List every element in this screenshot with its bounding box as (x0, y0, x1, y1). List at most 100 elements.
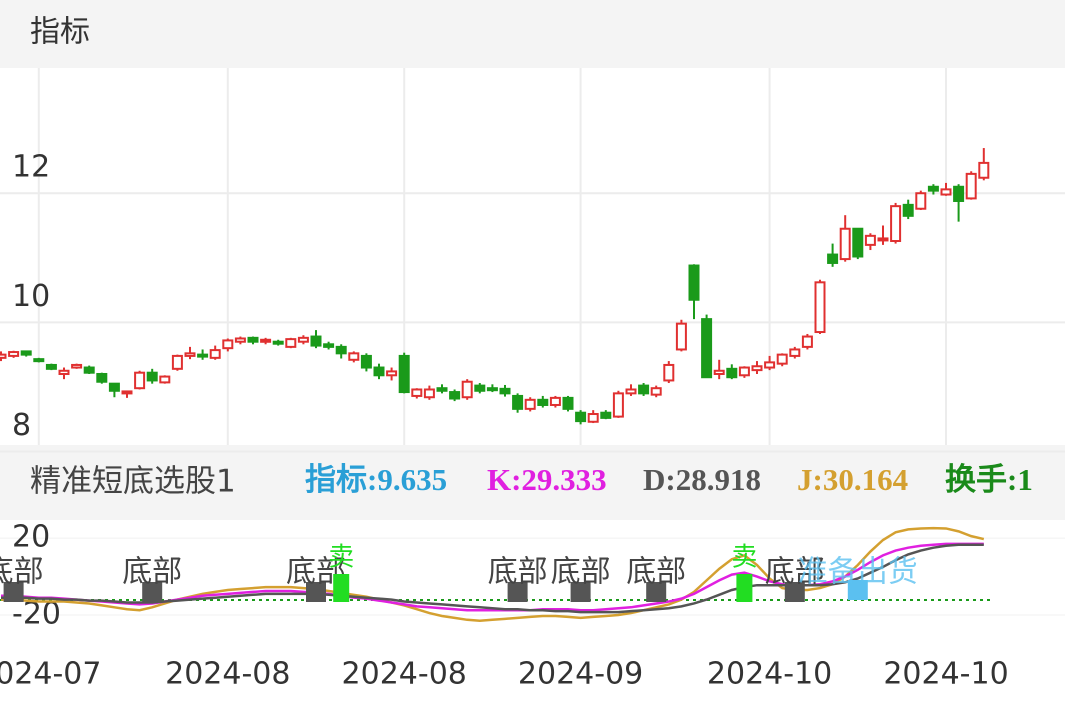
candle-body (0, 353, 7, 359)
candle-body (675, 322, 687, 351)
candle-body (612, 392, 624, 418)
top-bar (0, 0, 1065, 68)
candle-body (171, 354, 183, 370)
candle-body (121, 390, 133, 395)
y-tick-label: 20 (12, 520, 50, 555)
indicator-value: J:30.164 (797, 462, 908, 497)
annotation: 准备出货 (798, 555, 918, 590)
annotation: 底部 (488, 555, 548, 590)
candle-body (486, 387, 498, 392)
candle-body (20, 350, 32, 356)
indicator-line (1, 526, 985, 623)
candle-body (688, 264, 700, 301)
candle-body (146, 371, 158, 382)
x-tick-label: 2024-08 (165, 657, 290, 692)
candle-body (890, 205, 902, 243)
candle-body (965, 172, 977, 200)
annotation: 底部 (0, 555, 44, 590)
candle-body (411, 388, 423, 397)
annotation: 底部 (626, 555, 686, 590)
candle-body (549, 396, 561, 406)
annotation: 底部 (122, 555, 182, 590)
candle-body (839, 227, 851, 261)
candle-body (915, 192, 927, 210)
candle-body (335, 345, 347, 355)
candle-body (8, 351, 20, 357)
candle-body (373, 366, 385, 377)
indicator-value: 指标:9.635 (305, 462, 447, 497)
candle-body (638, 384, 650, 395)
y-tick-label: 10 (12, 279, 50, 314)
candle-body (272, 340, 284, 345)
candle-body (58, 369, 70, 375)
candle-body (512, 394, 524, 410)
candle-body (650, 387, 662, 396)
candle-body (474, 384, 486, 392)
candle-body (864, 234, 876, 246)
candle-body (625, 388, 637, 395)
annotation: 底部 (551, 555, 611, 590)
candle-body (96, 372, 108, 383)
y-tick-label: 8 (12, 408, 31, 443)
x-tick-label: 2024-10 (707, 657, 832, 692)
bottom-marker (306, 582, 326, 602)
candle-body (449, 391, 461, 400)
candle-body (776, 353, 788, 365)
candle-body (197, 353, 209, 358)
candle-body (587, 413, 599, 423)
candle-body (285, 338, 297, 348)
annotation: 底部 (765, 555, 825, 590)
sell-marker (333, 574, 350, 602)
candle-body (827, 253, 839, 264)
indicator-value: K:29.333 (487, 462, 607, 497)
x-tick-label: 2024-07 (0, 657, 101, 692)
candle-body (600, 411, 612, 419)
candle-body (108, 382, 120, 392)
bottom-marker (142, 582, 163, 602)
candle-body (234, 337, 246, 343)
x-tick-label: 2024-09 (518, 657, 643, 692)
candle-body (360, 354, 372, 369)
indicator-value: D:28.918 (643, 462, 761, 497)
candle-body (537, 398, 549, 406)
candle-body (310, 335, 322, 347)
candle-body (801, 335, 813, 348)
candle-body (764, 361, 776, 369)
candle-body (297, 336, 309, 343)
annotation: 卖 (731, 543, 757, 573)
indicator-name: 精准短底选股1 (30, 464, 236, 500)
candle-body (953, 185, 965, 202)
candle-body (562, 396, 574, 410)
candle-body (713, 369, 725, 375)
bottom-marker (784, 582, 805, 602)
candle-body (738, 366, 750, 377)
bottom-marker (646, 582, 667, 602)
candle-body (423, 388, 435, 399)
candle-body (814, 281, 826, 334)
candle-body (789, 348, 801, 357)
y-tick-label: 12 (12, 150, 50, 185)
indicator-bar (0, 445, 1065, 520)
x-tick-label: 2024-08 (342, 657, 467, 692)
x-tick-label: 2024-10 (883, 657, 1008, 692)
candle-body (134, 371, 146, 390)
candle-body (663, 363, 675, 382)
candle-body (499, 387, 511, 395)
candle-body (461, 380, 473, 399)
ship-marker (847, 580, 868, 600)
candle-body (247, 336, 259, 343)
candle-body (751, 365, 763, 372)
candle-body (524, 398, 536, 410)
candle-body (33, 358, 45, 363)
candle-body (940, 188, 952, 196)
candle-body (436, 387, 448, 392)
candle-body (927, 185, 939, 192)
candle-body (184, 352, 196, 357)
candle-body (71, 363, 83, 369)
candle-body (348, 352, 360, 361)
candle-body (575, 411, 587, 423)
candle-body (159, 375, 171, 384)
candle-body (222, 339, 234, 350)
